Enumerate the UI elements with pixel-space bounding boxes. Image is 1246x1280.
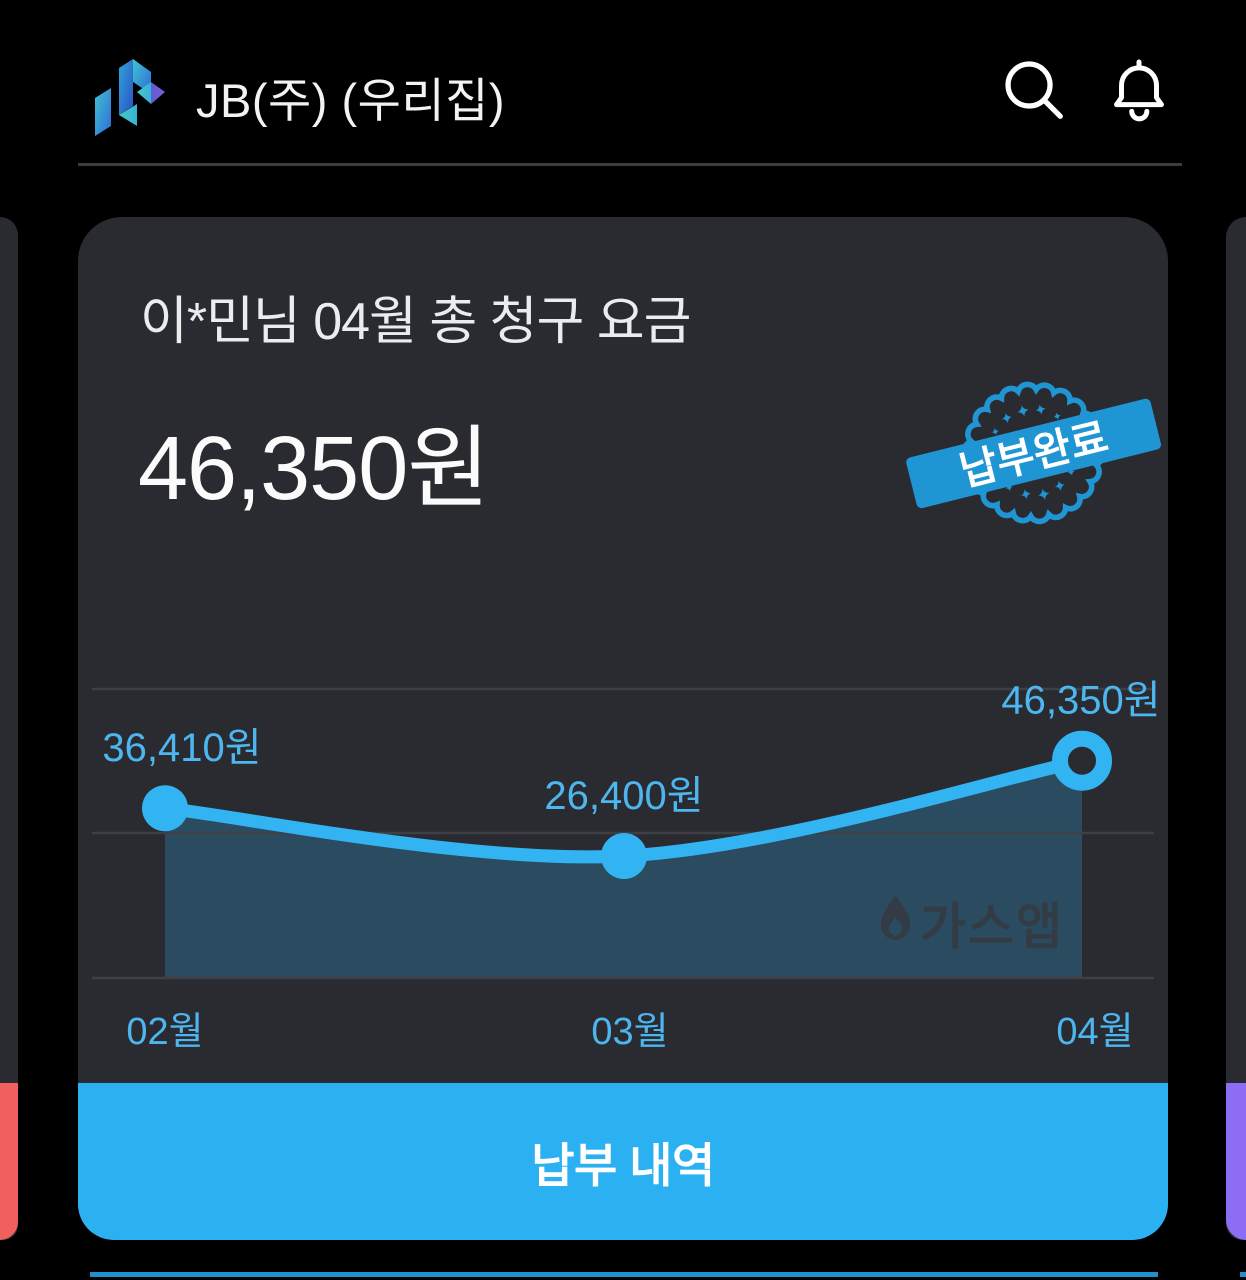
logo-facet <box>137 82 151 104</box>
logo-facet <box>151 82 165 104</box>
stamp-star-icon: ✦ <box>999 409 1016 429</box>
next-section-peek <box>90 1272 1158 1277</box>
bill-title: 이*민님 04월 총 청구 요금 <box>140 293 691 351</box>
stamp-star-icon: ✦ <box>1018 485 1035 505</box>
bill-amount: 46,350원 <box>138 419 490 519</box>
stamp-scallop-ring <box>961 381 1106 525</box>
billing-history-chart: 가스앱 36,410원 26,400원 46,350원 02월 03월 04월 <box>92 679 1161 1053</box>
stamp-star-icon: ✦ <box>1052 477 1069 497</box>
logo-facet <box>95 88 111 136</box>
app-logo <box>95 59 165 136</box>
stamp-star-icon: ✦ <box>1033 401 1050 421</box>
prev-card-button-peek[interactable] <box>0 1083 18 1240</box>
chart-x-label: 04월 <box>1056 1011 1133 1053</box>
chart-x-label: 02월 <box>126 1011 203 1053</box>
chart-point-label: 46,350원 <box>1001 679 1160 723</box>
paid-stamp: ✦ ✦ ✦ ✦ ✦ ✦ ✦ ✦ ✦ ✦ 납부완료 <box>906 369 1162 543</box>
flame-icon <box>880 894 911 940</box>
prev-card-peek[interactable] <box>0 217 18 1240</box>
next-section-peek-fragment <box>1240 1272 1246 1277</box>
next-card-button-peek[interactable] <box>1226 1083 1246 1240</box>
chart-x-label: 03월 <box>591 1011 668 1053</box>
bill-card: 이*민님 04월 총 청구 요금 46,350원 ✦ ✦ ✦ ✦ ✦ ✦ ✦ ✦ ✦ ✦ 납부완료… <box>78 217 1168 1240</box>
header-divider <box>78 163 1182 166</box>
chart-point-ring <box>1052 730 1112 791</box>
chart-point <box>601 833 647 879</box>
chart-point <box>142 785 188 832</box>
stamp-star-icon: ✦ <box>1034 483 1053 506</box>
search-icon[interactable] <box>999 55 1069 125</box>
watermark-label: 가스앱 <box>920 899 1064 955</box>
payment-history-button[interactable]: 납부 내역 <box>78 1083 1168 1240</box>
page-title: JB(주) (우리집) <box>196 74 505 127</box>
stamp-ribbon <box>906 398 1162 509</box>
app-header: JB(주) (우리집) <box>0 0 1246 165</box>
stamp-star-icon: ✦ <box>1014 400 1033 423</box>
gasapp-watermark: 가스앱 <box>880 894 1064 955</box>
logo-facet <box>119 104 137 126</box>
logo-facet <box>119 59 133 115</box>
notifications-icon[interactable] <box>1104 55 1174 125</box>
chart-point-label: 26,400원 <box>544 774 703 818</box>
chart-point-label: 36,410원 <box>102 726 261 770</box>
next-card-peek[interactable] <box>1226 217 1246 1240</box>
